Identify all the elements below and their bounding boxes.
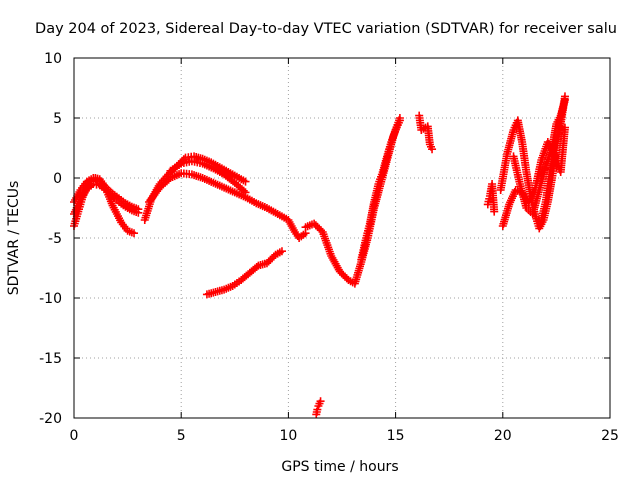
- y-tick-label: -10: [39, 291, 62, 307]
- x-tick-label: 20: [494, 428, 512, 444]
- y-tick-label: -15: [39, 351, 62, 367]
- data-point: [130, 229, 139, 238]
- x-tick-label: 5: [177, 428, 186, 444]
- y-tick-label: -5: [48, 231, 62, 247]
- series-arc-k: [415, 111, 437, 154]
- series-arc-i: [357, 116, 404, 264]
- data-point: [395, 116, 404, 125]
- data-point: [490, 207, 499, 216]
- x-axis-label: GPS time / hours: [281, 459, 398, 475]
- y-tick-label: 10: [44, 51, 62, 67]
- data-point: [134, 208, 143, 217]
- data-point: [241, 177, 250, 186]
- axis-ticks: 0 5 10 15 20 25 -20 -15 -10 -5 0 5 10: [39, 51, 619, 444]
- series-arc-c: [70, 180, 143, 218]
- y-tick-label: 0: [53, 171, 62, 187]
- data-point: [560, 96, 569, 104]
- data-point: [277, 247, 286, 256]
- series-arc-g: [202, 247, 286, 299]
- x-tick-label: 10: [279, 428, 297, 444]
- series-arc-e: [145, 169, 310, 242]
- series-arc-l: [483, 180, 499, 216]
- y-tick-label: 5: [53, 111, 62, 127]
- series-arc-o: [509, 96, 569, 218]
- grid: [74, 58, 610, 418]
- x-tick-label: 0: [70, 428, 79, 444]
- x-tick-label: 25: [601, 428, 619, 444]
- y-axis-label: SDTVAR / TECUs: [6, 181, 22, 296]
- series-arc-p: [537, 104, 567, 224]
- chart-title: Day 204 of 2023, Sidereal Day-to-day VTE…: [35, 21, 617, 37]
- data-point: [313, 405, 322, 414]
- y-tick-label: -20: [39, 411, 62, 427]
- data-point: [428, 145, 437, 154]
- data-points: [70, 92, 569, 419]
- series-spike-j: [312, 397, 325, 419]
- data-point: [241, 188, 250, 197]
- data-point: [558, 104, 567, 113]
- x-tick-label: 15: [387, 428, 405, 444]
- interpolated-point: [239, 186, 248, 195]
- data-point: [316, 397, 325, 406]
- series-arc-f: [166, 157, 250, 197]
